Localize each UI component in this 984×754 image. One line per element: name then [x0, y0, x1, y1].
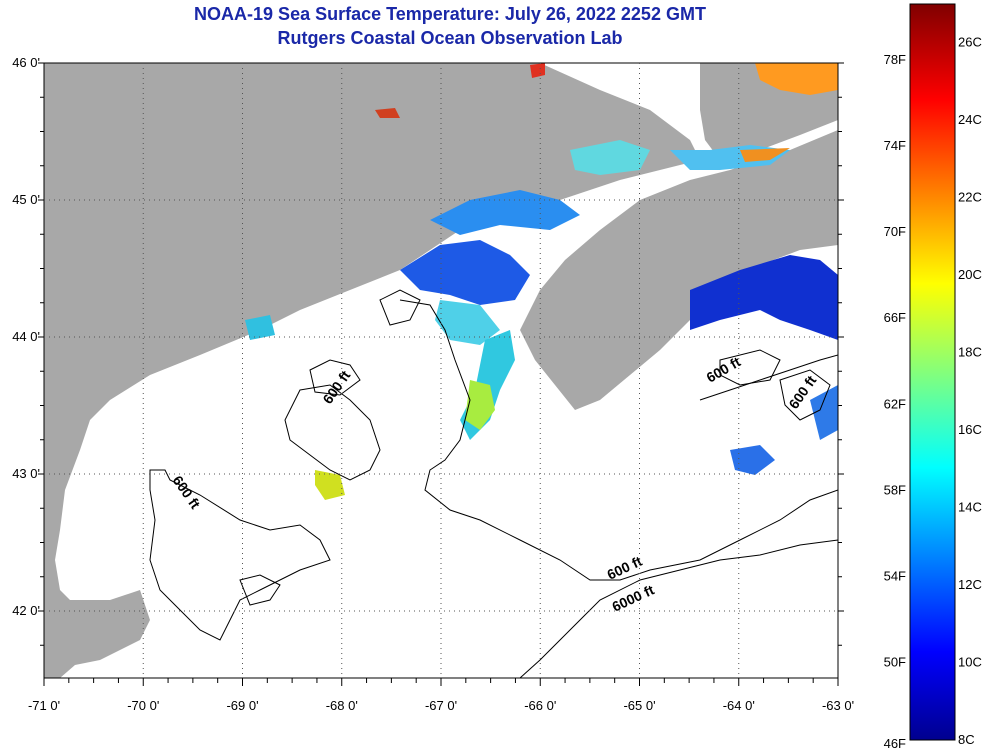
lon-label: -64 0' — [723, 698, 755, 713]
lat-label: 45 0' — [12, 192, 40, 207]
colorbar-f-label: 70F — [884, 224, 906, 239]
land-new-england — [44, 63, 700, 678]
lon-label: -69 0' — [226, 698, 258, 713]
land-nova-scotia — [520, 130, 838, 410]
lat-label: 43 0' — [12, 466, 40, 481]
colorbar-c-label: 8C — [958, 732, 975, 747]
map-subtitle: Rutgers Coastal Ocean Observation Lab — [277, 28, 623, 48]
lon-label: -67 0' — [425, 698, 457, 713]
sst-data-patches — [245, 63, 838, 500]
lat-label: 46 0' — [12, 55, 40, 70]
colorbar — [909, 3, 956, 741]
colorbar-c-label: 14C — [958, 500, 982, 515]
longitude-labels: -71 0' -70 0' -69 0' -68 0' -67 0' -66 0' -65 … — [28, 698, 854, 713]
map-title: NOAA-19 Sea Surface Temperature: July 26… — [194, 4, 706, 24]
colorbar-c-label: 18C — [958, 345, 982, 360]
colorbar-f-label: 58F — [884, 482, 906, 497]
colorbar-fahrenheit-labels: 78F 74F 70F 66F 62F 58F 54F 50F 46F — [884, 52, 906, 751]
colorbar-f-label: 62F — [884, 396, 906, 411]
colorbar-f-label: 78F — [884, 52, 906, 67]
colorbar-celsius-labels: 26C 24C 22C 20C 18C 16C 14C 12C 10C 8C — [958, 35, 982, 747]
lon-label: -63 0' — [822, 698, 854, 713]
latitude-labels: 46 0' 45 0' 44 0' 43 0' 42 0' — [12, 55, 40, 618]
colorbar-c-label: 12C — [958, 577, 982, 592]
lat-label: 44 0' — [12, 329, 40, 344]
colorbar-c-label: 10C — [958, 655, 982, 670]
colorbar-f-label: 50F — [884, 655, 906, 670]
axis-ticks — [38, 62, 844, 686]
colorbar-c-label: 26C — [958, 35, 982, 50]
lon-label: -71 0' — [28, 698, 60, 713]
colorbar-c-label: 20C — [958, 267, 982, 282]
lon-label: -68 0' — [326, 698, 358, 713]
colorbar-f-label: 46F — [884, 736, 906, 751]
lon-label: -65 0' — [623, 698, 655, 713]
colorbar-c-label: 24C — [958, 112, 982, 127]
colorbar-c-label: 16C — [958, 422, 982, 437]
bathymetry-contours — [149, 289, 838, 678]
colorbar-f-label: 66F — [884, 310, 906, 325]
colorbar-f-label: 74F — [884, 138, 906, 153]
lat-label: 42 0' — [12, 603, 40, 618]
lon-label: -66 0' — [524, 698, 556, 713]
colorbar-f-label: 54F — [884, 568, 906, 583]
lon-label: -70 0' — [127, 698, 159, 713]
colorbar-c-label: 22C — [958, 190, 982, 205]
